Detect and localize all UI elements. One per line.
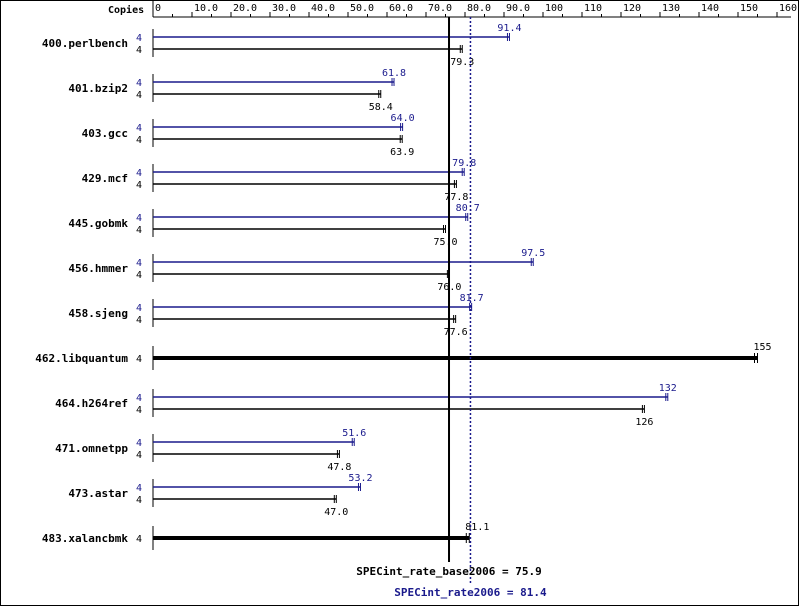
benchmark-name: 456.hmmer [68, 262, 128, 275]
benchmark-name: 445.gobmk [68, 217, 128, 230]
copies-header: Copies [108, 4, 144, 16]
benchmark-row: 471.omnetpp 4 51.6 4 47.8 [55, 428, 366, 473]
x-axis: 0 10.0 20.0 30.0 40.0 50.0 60.0 70.0 80.0 90.0 100… [152, 3, 797, 18]
benchmark-row: 462.libquantum 4 155 [35, 342, 772, 370]
x-tick-label: 30.0 [272, 3, 296, 14]
benchmark-name: 400.perlbench [42, 37, 128, 50]
x-tick-label: 20.0 [233, 3, 257, 14]
peak-value-label: 91.4 [497, 23, 521, 34]
x-tick-label: 0 [155, 3, 161, 14]
peak-value-label: 79.8 [452, 158, 476, 169]
base-value-label: 77.6 [444, 327, 468, 338]
peak-copies: 4 [136, 303, 142, 314]
benchmark-row: 429.mcf 4 79.8 4 77.8 [82, 158, 477, 203]
peak-value-label: 61.8 [382, 68, 406, 79]
benchmark-row: 473.astar 4 53.2 4 47.0 [68, 473, 372, 518]
benchmark-name: 458.sjeng [68, 307, 128, 320]
x-tick-label: 140 [701, 3, 719, 14]
benchmark-row: 445.gobmk 4 80.7 4 75.0 [68, 203, 479, 248]
x-tick-label: 60.0 [389, 3, 413, 14]
peak-value-label: 80.7 [456, 203, 480, 214]
peak-copies: 4 [136, 483, 142, 494]
x-tick-label: 110 [584, 3, 602, 14]
base-copies: 4 [136, 225, 142, 236]
x-tick-label: 150 [740, 3, 758, 14]
base-copies: 4 [136, 450, 142, 461]
base-value-label: 75.0 [433, 237, 457, 248]
peak-copies: 4 [136, 438, 142, 449]
x-tick-label: 90.0 [506, 3, 530, 14]
peak-copies: 4 [136, 258, 142, 269]
peak-value-label: 51.6 [342, 428, 366, 439]
base-value-label: 77.8 [444, 192, 468, 203]
base-value-label: 79.3 [450, 57, 474, 68]
peak-copies: 4 [136, 33, 142, 44]
benchmark-name: 483.xalancbmk [42, 532, 128, 545]
benchmark-name: 403.gcc [82, 127, 128, 140]
benchmark-row: 400.perlbench 4 91.4 4 79.3 [42, 23, 522, 68]
base-copies: 4 [136, 495, 142, 506]
base-copies: 4 [136, 135, 142, 146]
base-value-label: 58.4 [369, 102, 393, 113]
peak-value-label: 132 [659, 383, 677, 394]
peak-copies: 4 [136, 213, 142, 224]
peak-value-label: 81.7 [460, 293, 484, 304]
peak-copies: 4 [136, 168, 142, 179]
benchmark-row: 458.sjeng 4 81.7 4 77.6 [68, 293, 483, 338]
benchmark-row: 401.bzip2 4 61.8 4 58.4 [68, 68, 406, 113]
x-tick-label: 130 [662, 3, 680, 14]
benchmark-name: 473.astar [68, 487, 128, 500]
base-copies: 4 [136, 315, 142, 326]
x-tick-label: 10.0 [194, 3, 218, 14]
peak-copies: 4 [136, 78, 142, 89]
benchmark-row: 464.h264ref 4 132 4 126 [55, 383, 677, 428]
base-value-label: 155 [754, 342, 772, 353]
base-copies: 4 [136, 405, 142, 416]
benchmark-name: 401.bzip2 [68, 82, 128, 95]
base-copies: 4 [136, 90, 142, 101]
summary-lines: SPECint_rate_base2006 = 75.9 SPECint_rate… [356, 17, 547, 599]
peak-summary-label: SPECint_rate2006 = 81.4 [394, 586, 547, 599]
base-summary-label: SPECint_rate_base2006 = 75.9 [356, 565, 541, 578]
x-tick-label: 120 [623, 3, 641, 14]
base-value-label: 47.0 [324, 507, 348, 518]
x-tick-label: 100 [545, 3, 563, 14]
base-copies: 4 [136, 534, 142, 545]
benchmark-name: 464.h264ref [55, 397, 128, 410]
x-tick-label: 160 [779, 3, 797, 14]
base-copies: 4 [136, 270, 142, 281]
x-tick-label: 70.0 [428, 3, 452, 14]
benchmark-name: 429.mcf [82, 172, 128, 185]
base-copies: 4 [136, 354, 142, 365]
benchmark-row: 483.xalancbmk 4 81.1 [42, 522, 489, 550]
benchmark-name: 462.libquantum [35, 352, 128, 365]
peak-copies: 4 [136, 393, 142, 404]
base-copies: 4 [136, 180, 142, 191]
base-value-label: 81.1 [465, 522, 489, 533]
x-tick-label: 40.0 [311, 3, 335, 14]
peak-value-label: 53.2 [348, 473, 372, 484]
base-copies: 4 [136, 45, 142, 56]
base-value-label: 126 [635, 417, 653, 428]
x-tick-label: 50.0 [350, 3, 374, 14]
peak-copies: 4 [136, 123, 142, 134]
benchmark-row: 403.gcc 4 64.0 4 63.9 [82, 113, 415, 158]
peak-value-label: 97.5 [521, 248, 545, 259]
x-tick-label: 80.0 [467, 3, 491, 14]
peak-value-label: 64.0 [391, 113, 415, 124]
base-value-label: 47.8 [327, 462, 351, 473]
base-value-label: 63.9 [390, 147, 414, 158]
benchmark-name: 471.omnetpp [55, 442, 128, 455]
